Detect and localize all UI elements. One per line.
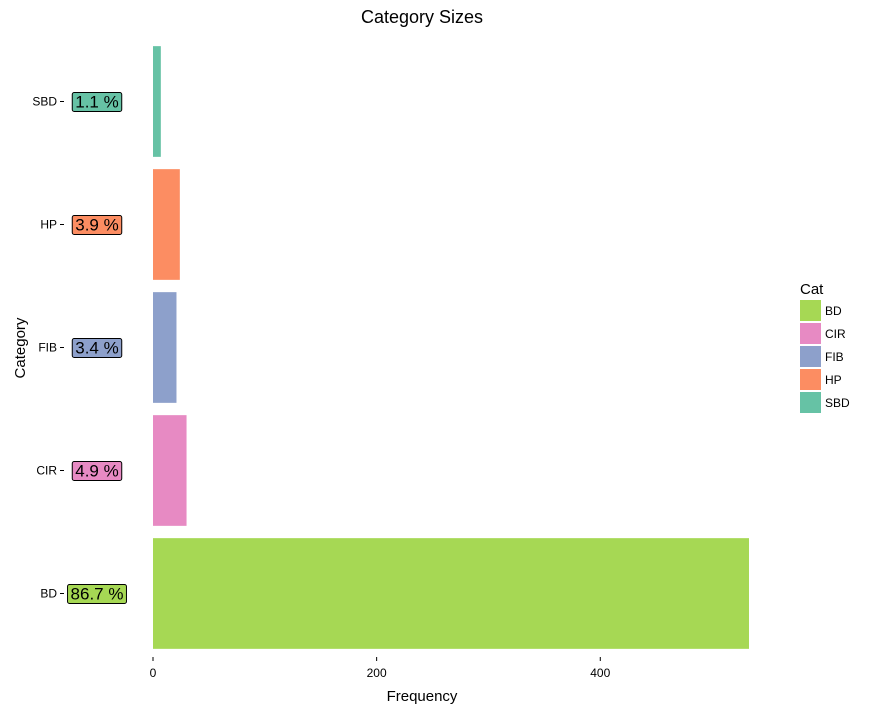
x-axis-title: Frequency [387, 688, 458, 705]
bar-fib [153, 292, 177, 403]
percent-label-text-sbd: 1.1 % [75, 93, 118, 112]
percent-label-box-bd [67, 584, 127, 604]
bar-sbd [153, 46, 161, 157]
percent-label-box-sbd [71, 92, 123, 112]
percent-label-box-cir [71, 461, 123, 481]
percent-label-fib: 3.4 % [71, 338, 123, 358]
percent-label-text-hp: 3.9 % [75, 216, 118, 235]
percent-label-sbd: 1.1 % [71, 92, 123, 112]
bars-layer [153, 46, 749, 649]
x-tick-label-200: 200 [367, 666, 387, 680]
y-axis-title: Category [12, 317, 29, 378]
bar-hp [153, 169, 180, 280]
chart-title: Category Sizes [361, 7, 483, 27]
legend-label-bd: BD [825, 304, 842, 318]
legend-label-cir: CIR [825, 327, 846, 341]
percent-label-text-fib: 3.4 % [75, 339, 118, 358]
legend-label-hp: HP [825, 373, 842, 387]
percent-label-cir: 4.9 % [71, 461, 123, 481]
legend-label-fib: FIB [825, 350, 844, 364]
percent-label-box-hp [71, 215, 123, 235]
y-tick-label-bd: BD [40, 587, 57, 601]
x-tick-label-0: 0 [150, 666, 157, 680]
legend-swatch-sbd [800, 392, 821, 413]
legend-swatch-cir [800, 323, 821, 344]
percent-label-box-fib [71, 338, 123, 358]
legend: Cat BD CIR FIB HP SBD [800, 281, 850, 413]
legend-swatch-hp [800, 369, 821, 390]
percent-label-text-cir: 4.9 % [75, 462, 118, 481]
bar-cir [153, 415, 187, 526]
percent-label-bd: 86.7 % [67, 584, 127, 604]
bar-bd [153, 538, 749, 649]
legend-swatch-bd [800, 300, 821, 321]
percent-label-hp: 3.9 % [71, 215, 123, 235]
x-axis: 0 200 400 [150, 657, 611, 680]
legend-label-sbd: SBD [825, 396, 850, 410]
y-tick-label-sbd: SBD [32, 95, 57, 109]
x-tick-label-400: 400 [590, 666, 610, 680]
y-tick-label-fib: FIB [38, 341, 57, 355]
y-tick-label-hp: HP [40, 218, 57, 232]
legend-title: Cat [800, 281, 824, 298]
y-axis: BD CIR FIB HP SBD [32, 95, 64, 601]
percent-label-text-bd: 86.7 % [71, 585, 124, 604]
legend-swatch-fib [800, 346, 821, 367]
percent-labels-layer: 86.7 % 4.9 % 3.4 % 3.9 % 1.1 % [67, 92, 127, 604]
y-tick-label-cir: CIR [36, 464, 57, 478]
